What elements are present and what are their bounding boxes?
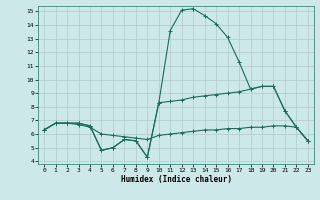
X-axis label: Humidex (Indice chaleur): Humidex (Indice chaleur) [121, 175, 231, 184]
